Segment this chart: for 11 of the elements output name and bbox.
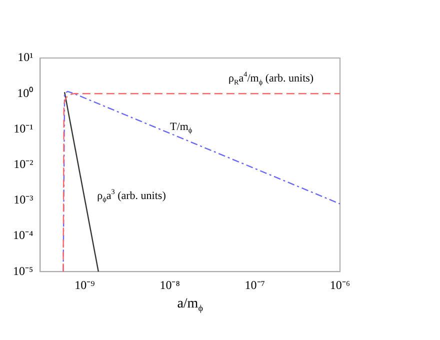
y-tick-label: 10⁻²	[14, 156, 34, 171]
x-tick-label: 10⁻⁸	[160, 278, 180, 292]
x-tick-label: 10⁻⁹	[74, 278, 95, 292]
y-tick-label: 10⁻¹	[14, 121, 34, 136]
y-tick-label: 10⁰	[17, 86, 34, 100]
y-tick-label: 10⁻⁵	[12, 264, 34, 278]
y-tick-label: 10⁻³	[14, 192, 34, 207]
y-tick-label: 10⁻⁴	[12, 228, 34, 242]
x-tick-label: 10⁻⁷	[244, 278, 265, 292]
y-tick-label: 10¹	[18, 50, 34, 64]
x-tick-label: 10⁻⁶	[330, 278, 350, 292]
